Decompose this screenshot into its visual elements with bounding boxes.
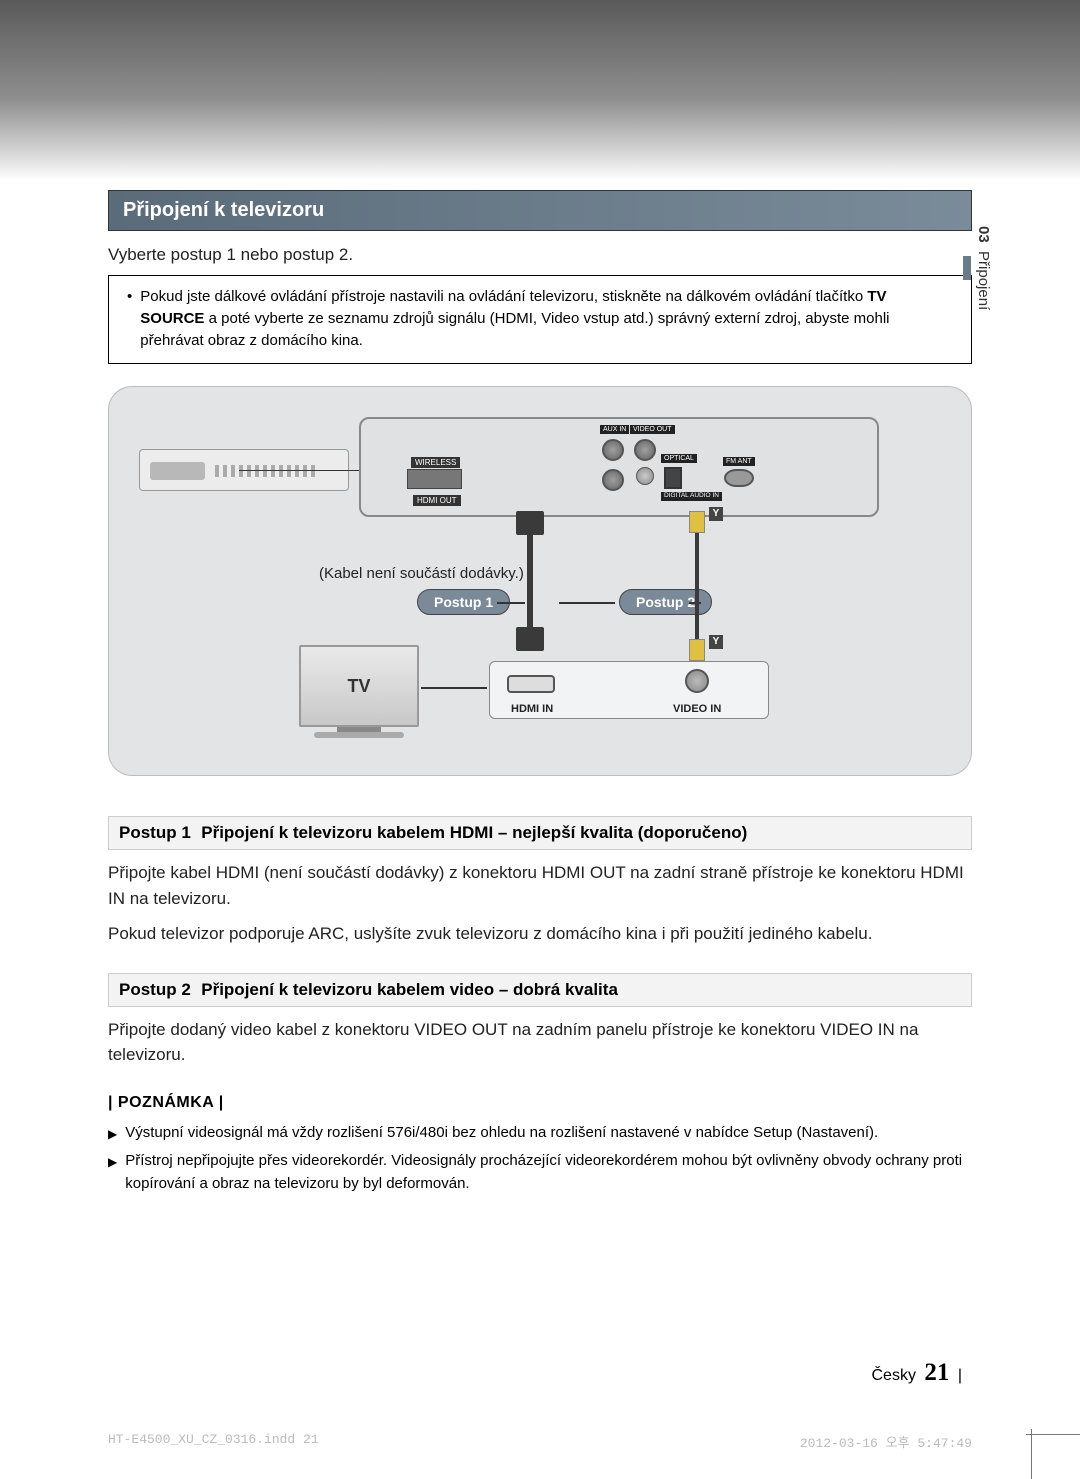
postup-2-title: Připojení k televizoru kabelem video – d… bbox=[201, 980, 618, 999]
hdmi-in-label: HDMI IN bbox=[511, 703, 553, 715]
footer-page: 21 bbox=[924, 1359, 949, 1386]
y-tag: Y bbox=[709, 635, 723, 649]
postup-1-title: Připojení k televizoru kabelem HDMI – ne… bbox=[201, 823, 747, 842]
note-text: Výstupní videosignál má vždy rozlišení 5… bbox=[125, 1122, 878, 1145]
postup-2-heading: Postup 2 Připojení k televizoru kabelem … bbox=[108, 973, 972, 1007]
tv-base bbox=[314, 732, 404, 738]
side-chapter-tab: 03 Připojení bbox=[963, 226, 992, 310]
page-footer: Česky 21 | bbox=[871, 1359, 962, 1387]
bullet-post: a poté vyberte ze seznamu zdrojů signálu… bbox=[140, 310, 889, 349]
hdmi-in-port bbox=[507, 675, 555, 693]
video-in-label: VIDEO IN bbox=[673, 703, 721, 715]
postup-1-p2: Pokud televizor podporuje ARC, uslyšíte … bbox=[108, 921, 972, 947]
triangle-icon: ▶ bbox=[108, 1153, 117, 1195]
optical-label: OPTICAL bbox=[661, 454, 697, 463]
side-num: 03 bbox=[975, 226, 992, 243]
optical-port bbox=[664, 467, 682, 489]
side-text: 03 Připojení bbox=[975, 226, 992, 310]
crop-mark bbox=[1026, 1434, 1080, 1435]
intro-text: Vyberte postup 1 nebo postup 2. bbox=[108, 245, 972, 265]
footer-lang: Česky bbox=[871, 1367, 915, 1384]
hdmi-out-label: HDMI OUT bbox=[413, 495, 461, 506]
fm-label: FM ANT bbox=[723, 457, 755, 466]
crop-mark bbox=[1031, 1429, 1032, 1479]
postup-2-p1: Připojte dodaný video kabel z konektoru … bbox=[108, 1017, 972, 1068]
tv-icon: TV bbox=[299, 645, 419, 727]
triangle-icon: ▶ bbox=[108, 1125, 117, 1145]
note-box: • Pokud jste dálkové ovládání přístroje … bbox=[108, 275, 972, 364]
digital-audio-label: DIGITAL AUDIO IN bbox=[661, 492, 722, 501]
wireless-label: WIRELESS bbox=[411, 457, 460, 468]
postup-2-tag: Postup 2 bbox=[119, 980, 191, 999]
section-header: Připojení k televizoru bbox=[108, 190, 972, 231]
print-right: 2012-03-16 오후 5:47:49 bbox=[800, 1432, 972, 1451]
wireless-port bbox=[407, 469, 462, 489]
side-block-icon bbox=[963, 256, 971, 280]
note-text: Přístroj nepřipojujte přes videorekordér… bbox=[125, 1150, 972, 1195]
y-tag: Y bbox=[709, 507, 723, 521]
note-heading: | POZNÁMKA | bbox=[108, 1094, 972, 1112]
bullet-icon: • bbox=[127, 286, 132, 351]
video-cable: Y Y bbox=[689, 511, 705, 661]
page-content: Připojení k televizoru Vyberte postup 1 … bbox=[0, 180, 1080, 1195]
connection-diagram: WIRELESS HDMI OUT AUX IN VIDEO OUT OPTIC… bbox=[108, 386, 972, 776]
note-item: ▶ Výstupní videosignál má vždy rozlišení… bbox=[108, 1122, 972, 1145]
bullet-text: Pokud jste dálkové ovládání přístroje na… bbox=[140, 286, 953, 351]
note-item: ▶ Přístroj nepřipojujte přes videorekord… bbox=[108, 1150, 972, 1195]
top-gradient bbox=[0, 0, 1080, 180]
hdmi-cable bbox=[516, 511, 544, 651]
fm-ant-port bbox=[724, 469, 754, 487]
bullet-pre: Pokud jste dálkové ovládání přístroje na… bbox=[140, 288, 867, 305]
postup-1-heading: Postup 1 Připojení k televizoru kabelem … bbox=[108, 816, 972, 850]
aux-label: AUX IN bbox=[600, 425, 629, 434]
note-list: ▶ Výstupní videosignál má vždy rozlišení… bbox=[108, 1122, 972, 1196]
tv-callout-line bbox=[421, 687, 487, 689]
connector-line bbox=[559, 602, 615, 604]
print-marks: HT-E4500_XU_CZ_0316.indd 21 2012-03-16 오… bbox=[108, 1432, 972, 1451]
postup-1-tag: Postup 1 bbox=[119, 823, 191, 842]
side-label: Připojení bbox=[975, 251, 992, 310]
video-out-label: VIDEO OUT bbox=[630, 425, 675, 434]
print-left: HT-E4500_XU_CZ_0316.indd 21 bbox=[108, 1432, 319, 1451]
callout-line bbox=[239, 470, 369, 471]
postup-1-p1: Připojte kabel HDMI (není součástí dodáv… bbox=[108, 860, 972, 911]
cable-note: (Kabel není součástí dodávky.) bbox=[319, 565, 524, 582]
